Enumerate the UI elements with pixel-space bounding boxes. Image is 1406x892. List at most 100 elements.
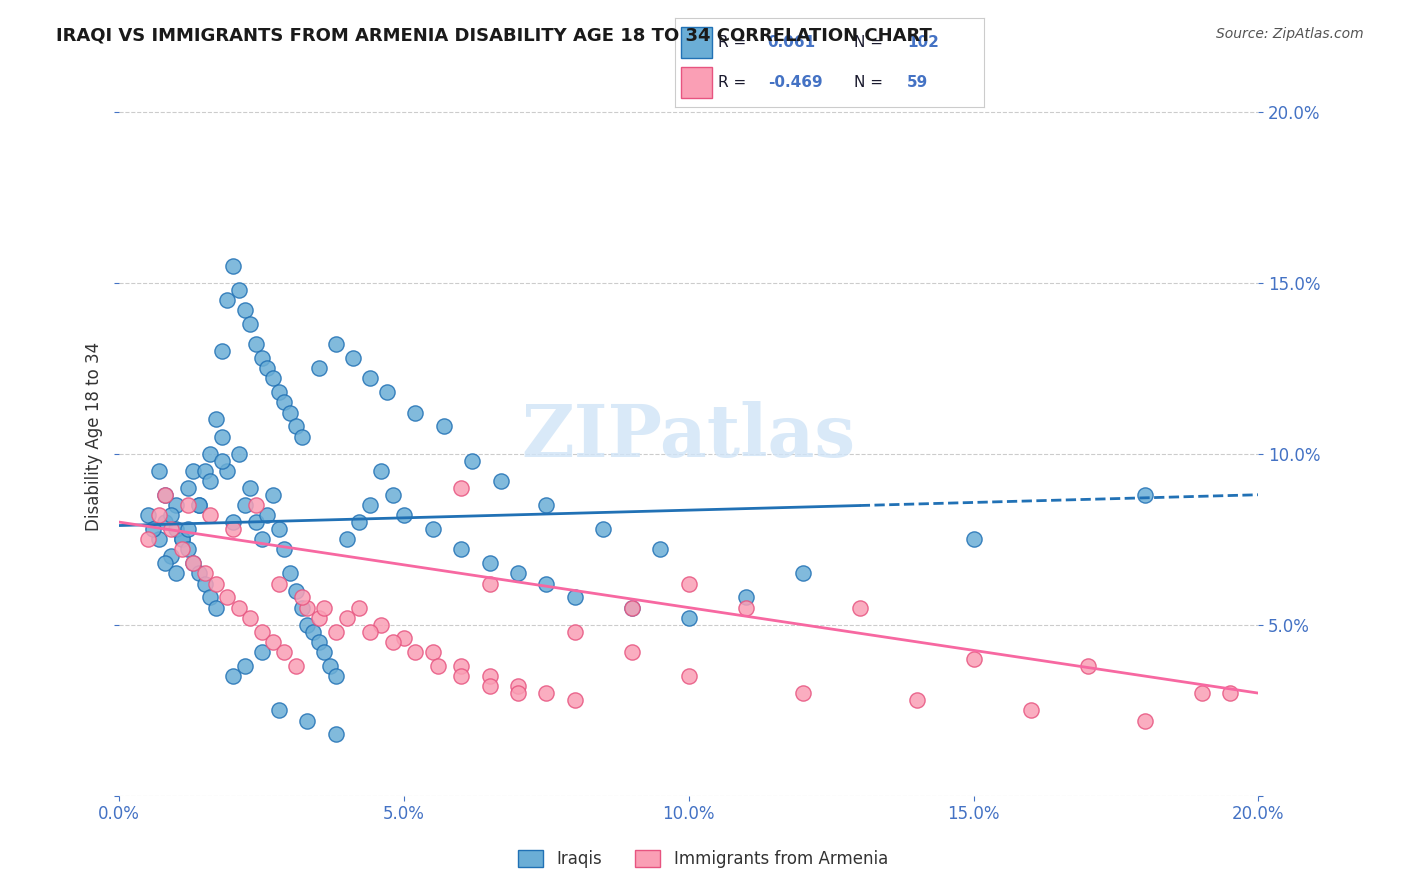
Point (262, 488, 284, 502)
Point (194, 566, 217, 581)
Point (273, 645, 295, 659)
Text: Source: ZipAtlas.com: Source: ZipAtlas.com (1216, 27, 1364, 41)
Legend: Iraqis, Immigrants from Armenia: Iraqis, Immigrants from Armenia (512, 843, 894, 875)
Point (188, 498, 211, 512)
Point (176, 498, 198, 512)
Point (267, 522, 290, 536)
Point (297, 617, 319, 632)
Point (325, 669, 347, 683)
Point (136, 508, 159, 523)
Point (278, 566, 301, 581)
Point (290, 600, 312, 615)
Point (422, 522, 444, 536)
Point (347, 515, 370, 529)
Point (359, 498, 381, 512)
Point (262, 371, 284, 385)
Point (165, 498, 187, 512)
Point (620, 645, 643, 659)
Point (461, 453, 484, 467)
Point (347, 600, 370, 615)
Point (250, 624, 273, 639)
Point (250, 645, 273, 659)
Text: 102: 102 (907, 36, 939, 50)
Point (233, 303, 256, 318)
Point (239, 611, 262, 625)
Point (792, 566, 814, 581)
Point (188, 566, 211, 581)
Point (336, 611, 359, 625)
Point (427, 658, 450, 673)
Point (262, 635, 284, 649)
Point (290, 591, 312, 605)
Point (188, 498, 211, 512)
Point (284, 583, 307, 598)
Point (222, 259, 245, 273)
Point (478, 556, 501, 570)
Point (370, 464, 392, 478)
Point (564, 693, 586, 707)
Point (217, 293, 239, 307)
Point (159, 549, 181, 564)
Text: N =: N = (855, 36, 883, 50)
Point (273, 542, 295, 557)
Point (792, 686, 814, 700)
Point (297, 600, 319, 615)
Point (170, 542, 193, 557)
Point (233, 658, 256, 673)
Point (176, 522, 198, 536)
Point (370, 617, 392, 632)
Point (194, 576, 217, 591)
Point (536, 498, 558, 512)
Point (194, 464, 217, 478)
Point (256, 361, 278, 376)
Point (308, 635, 330, 649)
Point (165, 522, 187, 536)
Point (228, 447, 250, 461)
Point (148, 533, 170, 547)
Point (205, 576, 228, 591)
Point (564, 591, 586, 605)
Point (678, 611, 700, 625)
Point (170, 533, 193, 547)
Point (228, 600, 250, 615)
Point (250, 351, 273, 365)
Point (217, 591, 239, 605)
Point (222, 515, 245, 529)
Point (905, 693, 928, 707)
Point (381, 635, 404, 649)
Point (325, 337, 347, 351)
Point (359, 624, 381, 639)
Point (217, 464, 239, 478)
Point (381, 488, 404, 502)
Text: ZIPatlas: ZIPatlas (522, 401, 856, 472)
Point (153, 515, 176, 529)
Point (678, 669, 700, 683)
Point (211, 453, 233, 467)
Point (536, 576, 558, 591)
Point (148, 508, 170, 523)
Point (678, 576, 700, 591)
Point (211, 344, 233, 359)
Point (314, 645, 336, 659)
Point (506, 679, 529, 693)
Point (1219, 686, 1241, 700)
Point (297, 714, 319, 728)
Point (153, 556, 176, 570)
Point (564, 624, 586, 639)
Point (963, 533, 986, 547)
Text: -0.469: -0.469 (768, 76, 823, 90)
Point (278, 406, 301, 420)
Point (200, 447, 222, 461)
Point (1133, 488, 1156, 502)
Point (176, 542, 198, 557)
Point (404, 406, 426, 420)
Point (200, 508, 222, 523)
Point (489, 474, 512, 488)
Point (181, 556, 204, 570)
Point (205, 600, 228, 615)
Point (148, 464, 170, 478)
Point (314, 600, 336, 615)
Point (1133, 714, 1156, 728)
Point (239, 481, 262, 495)
Point (478, 679, 501, 693)
